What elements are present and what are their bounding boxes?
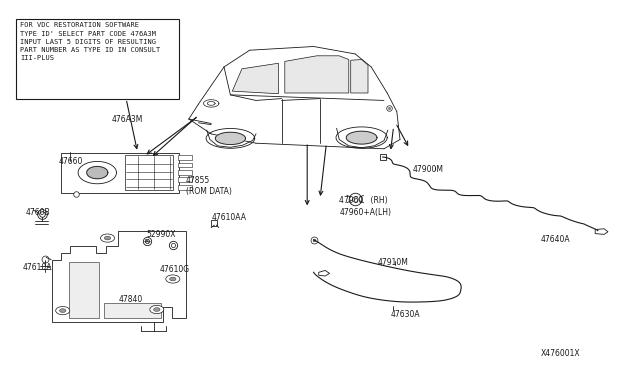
Circle shape [104,236,111,240]
Text: 47630A: 47630A [390,310,420,319]
Polygon shape [69,262,99,318]
Polygon shape [319,270,330,276]
Text: FOR VDC RESTORATION SOFTWARE
TYPE ID' SELECT PART CODE 476A3M
INPUT LAST 5 DIGIT: FOR VDC RESTORATION SOFTWARE TYPE ID' SE… [20,22,161,61]
Polygon shape [346,131,377,144]
Text: 47910M: 47910M [378,258,408,267]
Text: 476A3M: 476A3M [112,115,143,124]
Bar [178,177,192,182]
Polygon shape [215,132,246,144]
Polygon shape [232,63,278,94]
Text: 47640A: 47640A [541,235,570,244]
Text: 47610A: 47610A [22,263,52,272]
Text: 47840: 47840 [118,295,143,304]
Text: X476001X: X476001X [541,349,580,358]
Polygon shape [52,231,186,322]
Text: 4760B: 4760B [26,208,50,217]
Circle shape [166,275,180,283]
Polygon shape [595,229,608,234]
Text: 47660: 47660 [59,157,83,166]
Circle shape [56,307,70,315]
Text: 47855
(ROM DATA): 47855 (ROM DATA) [186,176,232,196]
Circle shape [60,309,66,312]
Text: 52990X: 52990X [146,230,175,239]
Bar [16,19,179,99]
Bar [178,155,192,160]
Bar [178,185,192,190]
Polygon shape [285,56,349,93]
Bar [125,155,173,190]
Bar [178,170,192,175]
Text: 47610G: 47610G [160,265,190,274]
Polygon shape [104,303,161,318]
Bar [178,163,192,167]
Circle shape [150,305,164,314]
Text: 47960   (RH)
47960+A(LH): 47960 (RH) 47960+A(LH) [339,196,391,217]
Text: 47900M: 47900M [413,165,444,174]
Polygon shape [87,167,108,179]
Circle shape [100,234,115,242]
Circle shape [170,277,176,281]
Bar [61,153,179,193]
Text: 47610AA: 47610AA [211,213,246,222]
Circle shape [154,308,160,311]
Polygon shape [351,60,368,93]
